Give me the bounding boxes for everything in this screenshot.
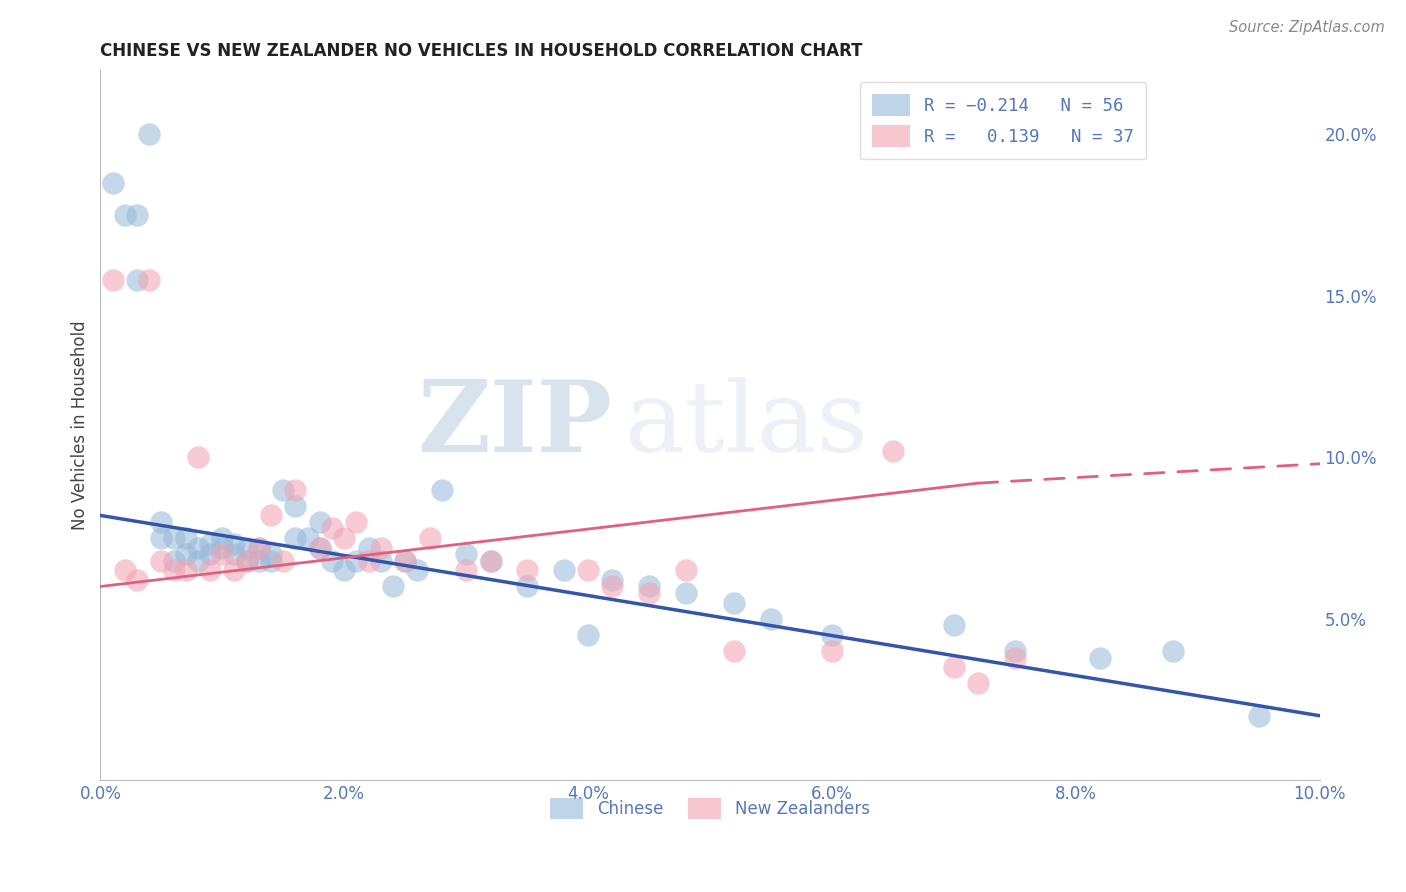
Point	[150, 531, 173, 545]
Point	[1004, 644, 1026, 658]
Point	[821, 628, 844, 642]
Point	[211, 541, 233, 555]
Point	[125, 208, 148, 222]
Point	[284, 483, 307, 497]
Point	[187, 450, 209, 465]
Point	[333, 563, 356, 577]
Point	[297, 531, 319, 545]
Point	[284, 531, 307, 545]
Point	[198, 563, 221, 577]
Y-axis label: No Vehicles in Household: No Vehicles in Household	[72, 320, 89, 530]
Point	[284, 499, 307, 513]
Text: ZIP: ZIP	[418, 376, 613, 474]
Point	[308, 541, 330, 555]
Point	[271, 554, 294, 568]
Point	[125, 573, 148, 587]
Point	[479, 554, 502, 568]
Point	[187, 554, 209, 568]
Point	[882, 443, 904, 458]
Point	[942, 660, 965, 674]
Point	[235, 554, 257, 568]
Point	[114, 208, 136, 222]
Point	[456, 563, 478, 577]
Point	[942, 618, 965, 632]
Point	[381, 579, 404, 593]
Point	[211, 531, 233, 545]
Point	[479, 554, 502, 568]
Point	[430, 483, 453, 497]
Point	[260, 547, 283, 561]
Point	[456, 547, 478, 561]
Point	[162, 554, 184, 568]
Point	[1161, 644, 1184, 658]
Point	[967, 676, 990, 690]
Point	[1004, 650, 1026, 665]
Point	[357, 554, 380, 568]
Point	[723, 596, 745, 610]
Point	[553, 563, 575, 577]
Point	[174, 563, 197, 577]
Point	[101, 272, 124, 286]
Point	[602, 579, 624, 593]
Legend: Chinese, New Zealanders: Chinese, New Zealanders	[544, 791, 876, 825]
Point	[419, 531, 441, 545]
Point	[1247, 708, 1270, 723]
Point	[321, 554, 343, 568]
Point	[211, 547, 233, 561]
Point	[821, 644, 844, 658]
Point	[162, 563, 184, 577]
Point	[370, 554, 392, 568]
Text: Source: ZipAtlas.com: Source: ZipAtlas.com	[1229, 20, 1385, 35]
Point	[321, 521, 343, 535]
Point	[394, 554, 416, 568]
Point	[224, 537, 246, 551]
Point	[125, 272, 148, 286]
Point	[235, 554, 257, 568]
Text: CHINESE VS NEW ZEALANDER NO VEHICLES IN HOUSEHOLD CORRELATION CHART: CHINESE VS NEW ZEALANDER NO VEHICLES IN …	[100, 42, 863, 60]
Point	[675, 586, 697, 600]
Point	[260, 508, 283, 523]
Point	[333, 531, 356, 545]
Point	[224, 547, 246, 561]
Point	[370, 541, 392, 555]
Point	[260, 554, 283, 568]
Point	[638, 579, 661, 593]
Point	[198, 537, 221, 551]
Point	[576, 628, 599, 642]
Point	[150, 554, 173, 568]
Point	[235, 541, 257, 555]
Point	[308, 541, 330, 555]
Point	[224, 563, 246, 577]
Point	[271, 483, 294, 497]
Point	[174, 547, 197, 561]
Point	[675, 563, 697, 577]
Point	[162, 531, 184, 545]
Point	[723, 644, 745, 658]
Point	[247, 554, 270, 568]
Point	[602, 573, 624, 587]
Point	[394, 554, 416, 568]
Point	[759, 612, 782, 626]
Point	[114, 563, 136, 577]
Point	[344, 554, 367, 568]
Point	[174, 531, 197, 545]
Point	[344, 515, 367, 529]
Point	[150, 515, 173, 529]
Point	[308, 515, 330, 529]
Point	[357, 541, 380, 555]
Point	[247, 541, 270, 555]
Point	[406, 563, 429, 577]
Text: atlas: atlas	[624, 377, 868, 473]
Point	[138, 272, 160, 286]
Point	[576, 563, 599, 577]
Point	[138, 128, 160, 142]
Point	[198, 547, 221, 561]
Point	[1088, 650, 1111, 665]
Point	[101, 176, 124, 190]
Point	[516, 579, 538, 593]
Point	[638, 586, 661, 600]
Point	[247, 541, 270, 555]
Point	[187, 541, 209, 555]
Point	[516, 563, 538, 577]
